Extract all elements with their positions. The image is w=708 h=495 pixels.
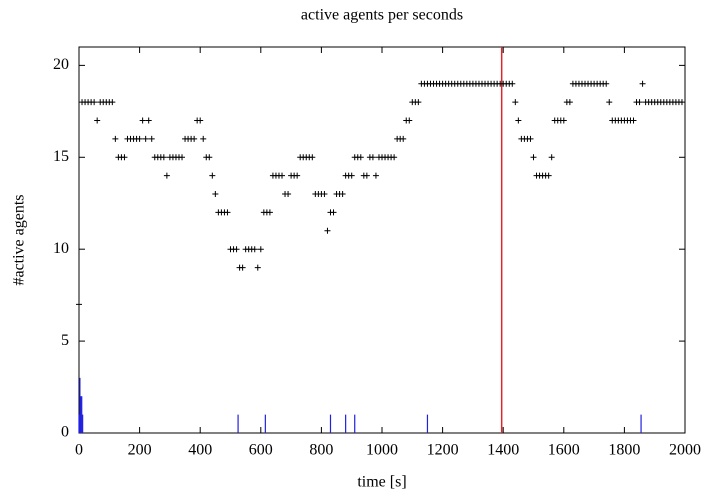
- point: [121, 154, 128, 161]
- point: [357, 154, 364, 161]
- y-tick-label: 10: [53, 240, 69, 257]
- point: [109, 99, 116, 106]
- x-tick-label: 1400: [487, 442, 519, 459]
- x-tick-label: 1200: [427, 442, 459, 459]
- point: [233, 246, 240, 253]
- point: [94, 117, 101, 124]
- point: [415, 99, 422, 106]
- plot-frame: [78, 46, 686, 434]
- point: [363, 172, 370, 179]
- point: [639, 80, 646, 87]
- point: [369, 154, 376, 161]
- point: [636, 99, 643, 106]
- point: [603, 80, 610, 87]
- point: [76, 301, 82, 308]
- point: [142, 135, 149, 142]
- y-tick-label: 5: [61, 332, 69, 349]
- point: [163, 172, 170, 179]
- chart-title: active agents per seconds: [301, 7, 463, 24]
- point: [148, 135, 155, 142]
- point: [509, 80, 516, 87]
- point: [348, 172, 355, 179]
- point: [606, 99, 613, 106]
- point: [251, 246, 258, 253]
- x-tick-label: 800: [309, 442, 333, 459]
- point: [324, 227, 331, 234]
- point: [160, 154, 167, 161]
- point: [191, 135, 198, 142]
- x-tick-label: 1800: [608, 442, 640, 459]
- point: [197, 117, 204, 124]
- point: [139, 117, 146, 124]
- point: [179, 154, 186, 161]
- point: [400, 135, 407, 142]
- y-axis-label: #active agents: [11, 194, 28, 285]
- point: [224, 209, 231, 216]
- point: [372, 172, 379, 179]
- point: [254, 264, 261, 271]
- point: [515, 117, 522, 124]
- point: [206, 154, 213, 161]
- x-tick-label: 2000: [669, 442, 701, 459]
- y-tick-label: 0: [61, 424, 69, 441]
- x-tick-label: 0: [75, 442, 83, 459]
- point: [91, 99, 98, 106]
- point: [339, 191, 346, 198]
- x-tick-label: 600: [249, 442, 273, 459]
- x-tick-label: 200: [128, 442, 152, 459]
- point: [391, 154, 398, 161]
- x-tick-label: 1600: [548, 442, 580, 459]
- point: [330, 209, 337, 216]
- point: [145, 117, 152, 124]
- point: [257, 246, 264, 253]
- point: [200, 135, 207, 142]
- point: [512, 99, 519, 106]
- point: [285, 191, 292, 198]
- x-axis-label: time [s]: [357, 474, 406, 491]
- point: [530, 154, 537, 161]
- point: [630, 117, 637, 124]
- point: [321, 191, 328, 198]
- point: [566, 99, 573, 106]
- point: [279, 172, 286, 179]
- point: [112, 135, 119, 142]
- point: [560, 117, 567, 124]
- point: [527, 135, 534, 142]
- point: [294, 172, 301, 179]
- x-tick-label: 400: [188, 442, 212, 459]
- point: [545, 172, 552, 179]
- point: [136, 135, 143, 142]
- point: [678, 99, 685, 106]
- y-tick-label: 20: [53, 56, 69, 73]
- point: [239, 264, 246, 271]
- x-tick-label: 1000: [366, 442, 398, 459]
- point: [406, 117, 413, 124]
- point: [209, 172, 216, 179]
- y-tick-label: 15: [53, 148, 69, 165]
- point: [266, 209, 273, 216]
- point: [548, 154, 555, 161]
- point: [212, 191, 219, 198]
- point: [309, 154, 316, 161]
